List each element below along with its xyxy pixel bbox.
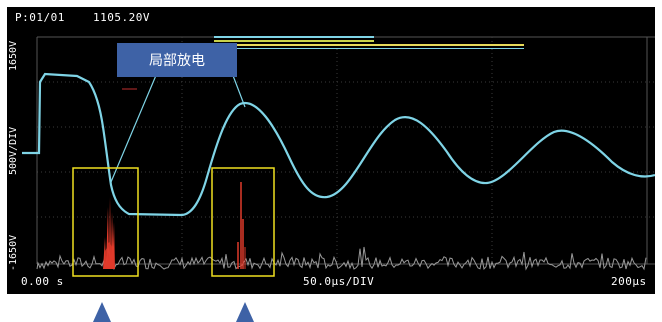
partial-discharge-callout: 局部放电 [117,43,237,77]
discharge-highlight-box [211,167,275,277]
callout-leader [110,72,158,183]
discharge-highlight-box [72,167,139,277]
discharge-spikes [103,182,246,269]
oscilloscope-screen: P:01/01 1105.20V 1650V 500V/DIV -1650V 0… [7,7,655,294]
voltage-waveform [22,72,655,217]
y-axis-top-label: 1650V [8,40,19,71]
arrow-up-icon [236,302,254,322]
callout-leader [231,72,246,108]
x-axis-end-label: 200µs [611,275,647,288]
x-axis-scale-label: 50.0µs/DIV [303,275,375,288]
level-readout: 1105.20V [93,11,150,24]
arrow-up-icon [93,302,111,322]
page-indicator: P:01/01 [15,11,65,24]
x-axis-start-label: 0.00 s [21,275,64,288]
y-axis-scale-label: 500V/DIV [8,126,19,175]
marker-bars [214,36,524,49]
waveform-plot [22,36,655,277]
y-axis-bottom-label: -1650V [8,234,19,271]
noise-floor [36,245,647,271]
